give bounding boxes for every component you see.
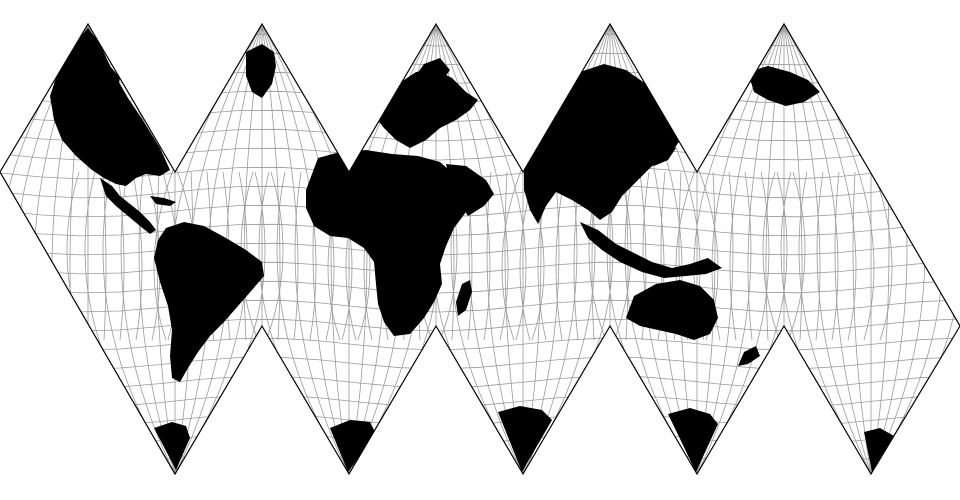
- graticule-latitude-line: [0, 33, 960, 47]
- graticule-meridian-line: [174, 171, 230, 474]
- land-layer: [50, 28, 894, 472]
- landmass-antarctica-4: [668, 408, 718, 472]
- graticule-meridian-line: [870, 171, 944, 474]
- lobe-outline: [0, 22, 960, 476]
- graticule-latitude-line: [0, 375, 960, 389]
- graticule-latitude-line: [0, 52, 960, 66]
- landmass-scandinavia: [410, 58, 450, 94]
- graticule-meridian-line: [783, 24, 821, 341]
- graticule-meridian-line: [816, 171, 872, 474]
- landmass-antarctica-1: [154, 422, 190, 470]
- graticule-meridian-line: [696, 171, 752, 474]
- graticule-latitude-line: [0, 223, 960, 237]
- landmass-south-america: [154, 222, 264, 382]
- graticule-latitude-line: [0, 451, 960, 465]
- landmass-greenland: [246, 44, 276, 98]
- graticule-latitude-line: [0, 261, 960, 275]
- graticule-latitude-line: [0, 356, 960, 370]
- landmass-east-siberia: [748, 66, 820, 106]
- graticule-latitude-line: [0, 242, 960, 256]
- landmass-central-america: [100, 178, 156, 234]
- landmass-new-zealand: [738, 346, 760, 366]
- landmass-antarctica-3: [498, 406, 552, 472]
- landmass-arabia: [446, 164, 494, 216]
- landmass-north-america: [50, 28, 170, 186]
- landmass-asia: [524, 64, 676, 224]
- landmass-europe: [376, 70, 478, 148]
- graticule-meridian-line: [120, 171, 176, 474]
- landmass-antarctica-2: [330, 420, 376, 472]
- graticule-meridian-line: [294, 171, 350, 474]
- graticule-latitude-line: [0, 318, 960, 332]
- landmass-australia: [626, 280, 718, 340]
- landmass-africa: [306, 150, 470, 336]
- graticule-latitude-line: [0, 299, 960, 313]
- graticule-meridian-line: [783, 24, 803, 341]
- landmass-southeast-asia: [580, 222, 722, 278]
- landmass-caribbean: [150, 196, 176, 206]
- graticule-meridian-line: [834, 171, 872, 474]
- graticule-latitude-line: [0, 280, 960, 294]
- landmass-north-america-arctic: [70, 52, 120, 88]
- graticule-latitude-line: [0, 432, 960, 446]
- landmass-madagascar: [456, 280, 472, 316]
- landmass-antarctica-5: [864, 428, 894, 472]
- landmass-british-isles: [368, 98, 384, 118]
